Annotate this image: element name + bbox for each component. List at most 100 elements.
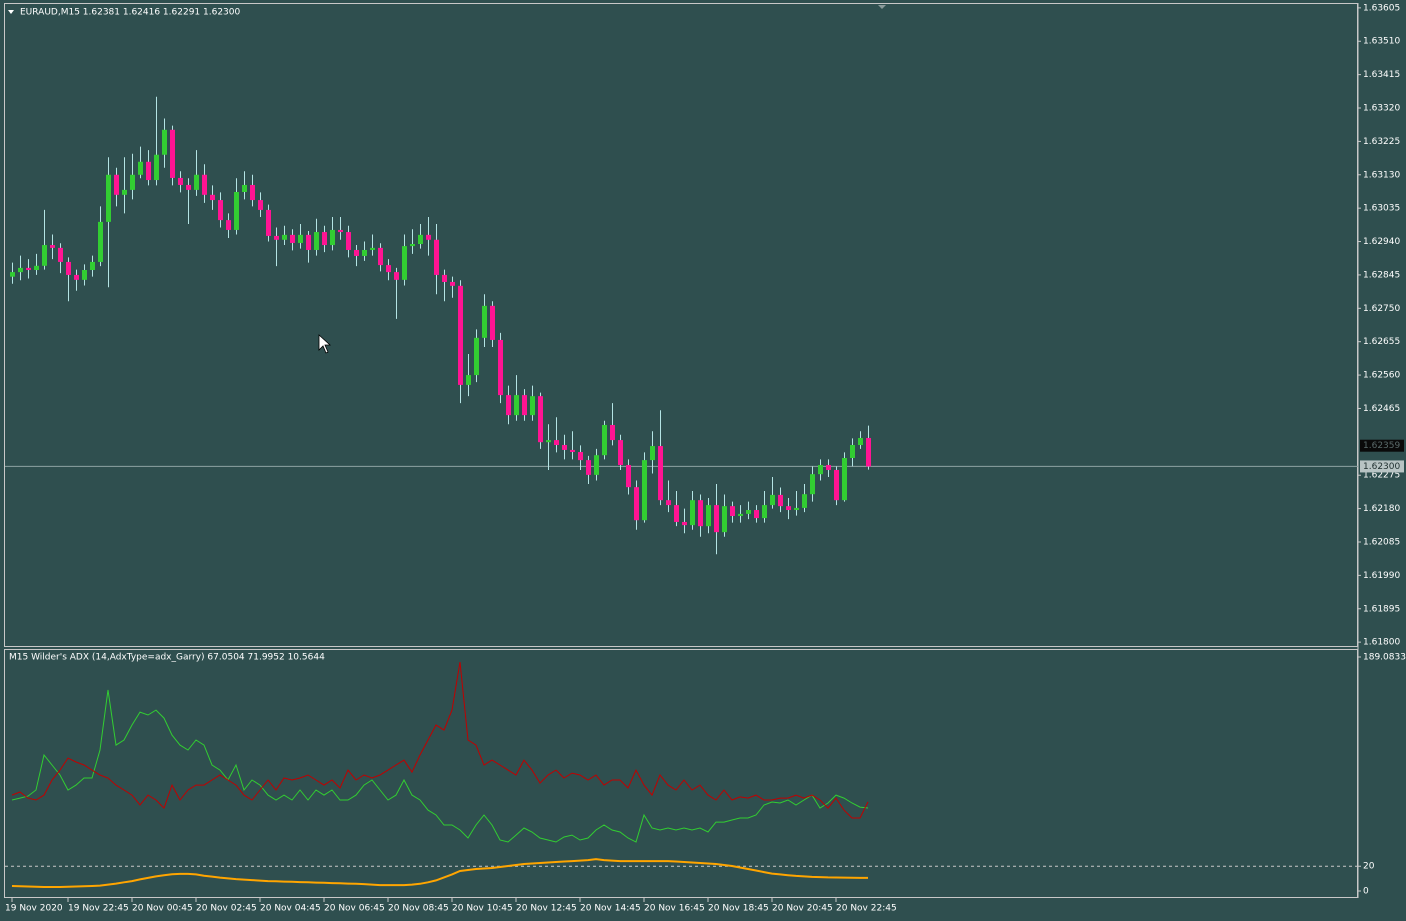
candle-body	[642, 460, 647, 521]
candle-body	[418, 234, 423, 245]
candle-body	[474, 337, 479, 376]
candle-body	[802, 494, 807, 508]
candle-body	[650, 446, 655, 461]
candle-body	[306, 234, 311, 250]
candle-body	[746, 510, 751, 514]
candle-body	[330, 229, 335, 246]
candle-body	[842, 458, 847, 501]
indicator-title: M15 Wilder's ADX (14,AdxType=adx_Garry) …	[9, 653, 325, 663]
current-price-label: 1.62300	[1363, 462, 1400, 472]
candle-body	[450, 281, 455, 286]
candle-body	[426, 234, 431, 240]
candle-body	[554, 440, 559, 446]
candle-body	[522, 395, 527, 416]
y-tick-label: 1.62655	[1363, 337, 1400, 347]
candle-body	[786, 506, 791, 511]
candle-body	[810, 474, 815, 495]
candle-body	[266, 209, 271, 236]
candle-body	[226, 220, 231, 230]
candle-body	[338, 229, 343, 233]
candle-body	[738, 513, 743, 516]
candle-body	[634, 487, 639, 521]
candle-body	[170, 129, 175, 178]
candle-body	[58, 247, 63, 262]
candle-body	[346, 232, 351, 250]
menu-arrow[interactable]	[8, 10, 14, 14]
candle-body	[378, 247, 383, 266]
y-tick-label: 1.62275	[1363, 471, 1400, 481]
x-tick-label: 19 Nov 22:45	[68, 904, 129, 914]
candle-body	[506, 395, 511, 416]
y-tick-label: 1.61990	[1363, 571, 1400, 581]
candle-body	[858, 437, 863, 446]
y-tick-label: 1.63225	[1363, 137, 1400, 147]
y-tick-label: 1.62845	[1363, 270, 1400, 280]
candle-body	[586, 460, 591, 475]
shift-marker	[878, 5, 886, 9]
candle-body	[778, 494, 783, 507]
candle-body	[394, 272, 399, 280]
y-tick-label: 1.63510	[1363, 37, 1400, 47]
candle-body	[722, 506, 727, 533]
candle-body	[466, 375, 471, 385]
candle-body	[754, 510, 759, 519]
main-title: EURAUD,M15 1.62381 1.62416 1.62291 1.623…	[20, 8, 241, 18]
candle-body	[82, 270, 87, 280]
candle-body	[106, 174, 111, 222]
candle-body	[570, 449, 575, 453]
x-tick-label: 20 Nov 22:45	[836, 904, 897, 914]
candle-body	[42, 245, 47, 266]
candle-body	[130, 174, 135, 190]
candle-body	[98, 221, 103, 262]
y-tick-label: 1.62085	[1363, 537, 1400, 547]
candle-body	[770, 494, 775, 506]
x-tick-label: 20 Nov 20:45	[772, 904, 833, 914]
candle-body	[658, 446, 663, 501]
candle-body	[610, 424, 615, 441]
candle-body	[314, 232, 319, 250]
x-tick-label: 20 Nov 18:45	[708, 904, 769, 914]
candle-body	[714, 505, 719, 533]
y-tick-label: 1.63320	[1363, 104, 1400, 114]
candle-body	[602, 424, 607, 456]
candle-body	[850, 445, 855, 459]
candle-body	[386, 265, 391, 273]
candle-body	[146, 161, 151, 181]
x-tick-label: 20 Nov 00:45	[132, 904, 193, 914]
candle-body	[322, 232, 327, 246]
y-tick-label: 1.63130	[1363, 170, 1400, 180]
candle-body	[618, 440, 623, 466]
candle-body	[762, 505, 767, 519]
y-tick-label: 189.0833	[1363, 653, 1406, 663]
y-tick-label: 1.62750	[1363, 304, 1400, 314]
x-tick-label: 20 Nov 10:45	[452, 904, 513, 914]
x-tick-label: 19 Nov 2020	[5, 904, 63, 914]
y-tick-label: 1.63035	[1363, 204, 1400, 214]
candle-body	[114, 174, 119, 195]
ask-price-box	[1360, 439, 1404, 452]
y-tick-label: 1.62940	[1363, 237, 1400, 247]
candle-body	[290, 234, 295, 243]
candle-body	[730, 506, 735, 516]
candle-body	[562, 445, 567, 450]
candle-body	[34, 265, 39, 271]
candle-body	[186, 184, 191, 190]
candle-body	[234, 191, 239, 230]
candle-body	[370, 247, 375, 250]
candle-body	[626, 465, 631, 488]
candle-body	[26, 267, 31, 271]
indicator-line	[11, 689, 869, 843]
candle-body	[834, 469, 839, 501]
y-tick-label: 20	[1363, 862, 1375, 872]
candle-body	[90, 261, 95, 271]
y-tick-label: 1.62180	[1363, 504, 1400, 514]
candle-body	[410, 244, 415, 247]
x-tick-label: 20 Nov 02:45	[196, 904, 257, 914]
candle-body	[682, 521, 687, 526]
x-tick-label: 20 Nov 12:45	[516, 904, 577, 914]
candle-body	[74, 274, 79, 280]
candle-body	[698, 500, 703, 527]
candle-body	[178, 177, 183, 185]
candle-body	[202, 174, 207, 195]
